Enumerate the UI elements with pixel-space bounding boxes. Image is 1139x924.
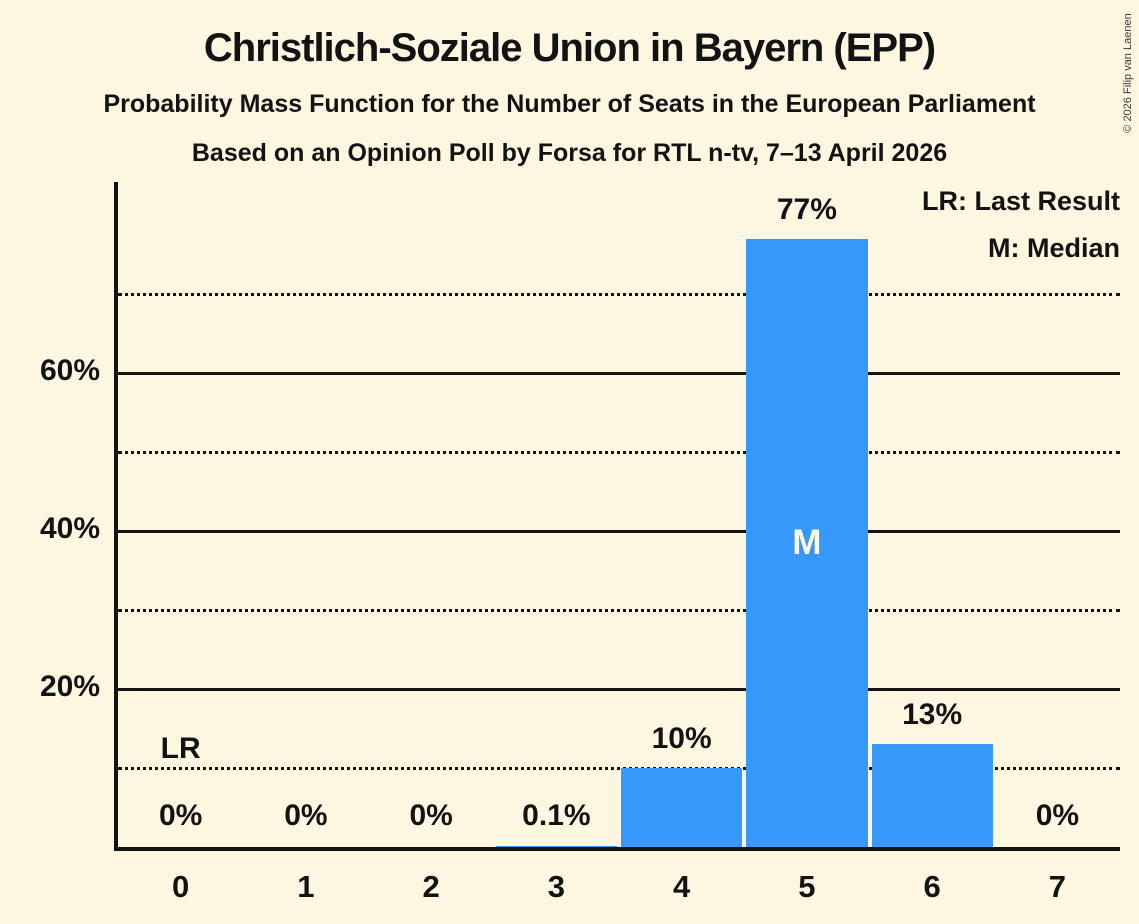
median-marker: M: [792, 522, 822, 562]
bar-value-label-4: 10%: [651, 722, 712, 755]
bar-value-label-7: 0%: [1035, 799, 1080, 832]
dotted-gridline-70: [118, 293, 1120, 296]
bar-value-label-2: 0%: [409, 799, 453, 832]
chart-subtitle: Probability Mass Function for the Number…: [103, 90, 1036, 118]
x-tick-label-7: 7: [1048, 869, 1066, 904]
x-tick-label-6: 6: [923, 869, 941, 904]
chart-title: Christlich-Soziale Union in Bayern (EPP): [203, 26, 936, 70]
dotted-gridline-30: [118, 609, 1120, 612]
y-tick-label-40: 40%: [39, 512, 100, 545]
bar-seats-4: [621, 768, 743, 847]
x-tick-label-3: 3: [547, 869, 565, 904]
y-tick-label-20: 20%: [39, 670, 100, 703]
x-axis-line: [114, 847, 1120, 851]
plot-area: 0% 0 0% 1 0% 2 0.1% 3 10% 4 77% 5 13% 6 0% 7 M LR: [114, 182, 1120, 904]
bar-seats-3: [495, 846, 617, 847]
bar-value-label-0: 0%: [158, 799, 203, 832]
bar-value-label-3: 0.1%: [522, 799, 591, 832]
bar-seats-6: [871, 744, 993, 847]
bar-value-label-1: 0%: [284, 799, 328, 832]
last-result-marker: LR: [160, 732, 201, 765]
solid-gridline-40: [118, 530, 1120, 533]
x-tick-label-1: 1: [297, 869, 315, 904]
bar-value-label-6: 13%: [902, 698, 963, 731]
y-tick-label-60: 60%: [39, 354, 100, 387]
dotted-gridline-50: [118, 451, 1120, 454]
x-tick-label-2: 2: [422, 869, 440, 904]
x-tick-label-5: 5: [798, 869, 816, 904]
x-tick-label-4: 4: [673, 869, 691, 904]
dotted-gridline-10: [118, 767, 1120, 770]
copyright-note: © 2026 Filip van Laenen: [1122, 13, 1134, 133]
chart-legend: LR: Last Result M: Median: [922, 178, 1120, 272]
y-axis-line: [114, 182, 118, 851]
x-tick-label-0: 0: [172, 869, 190, 904]
chart-source-subtitle: Based on an Opinion Poll by Forsa for RT…: [191, 139, 948, 167]
solid-gridline-60: [118, 372, 1120, 375]
bar-value-label-5: 77%: [776, 193, 837, 226]
legend-median: M: Median: [988, 233, 1120, 263]
bar-seats-5: [746, 239, 868, 847]
legend-last-result: LR: Last Result: [921, 186, 1120, 216]
solid-gridline-20: [118, 688, 1120, 691]
